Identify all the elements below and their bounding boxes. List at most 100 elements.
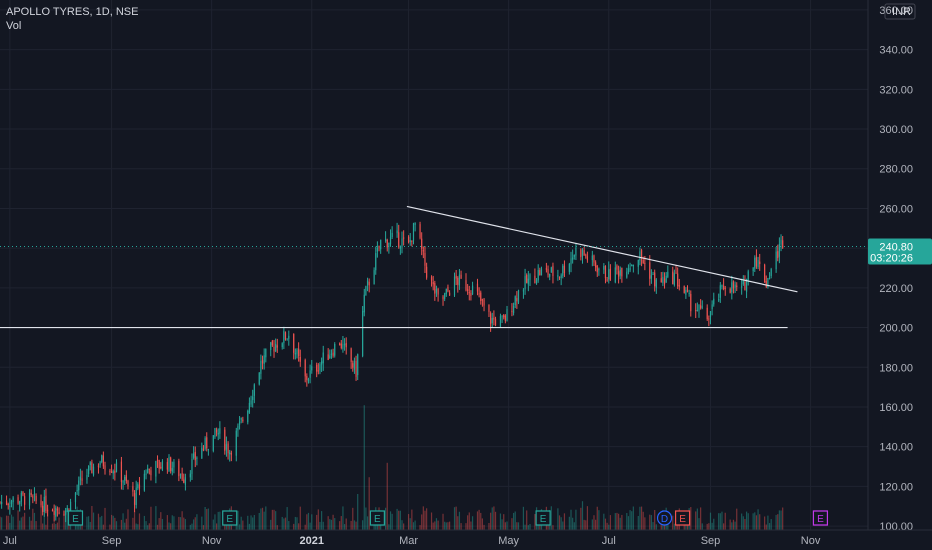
volume-bar	[207, 508, 209, 530]
candle-body	[22, 492, 24, 495]
earnings-marker[interactable]: E	[67, 510, 84, 526]
volume-bar	[442, 513, 444, 530]
last-price-value: 240.80	[879, 242, 913, 254]
volume-bar	[780, 510, 782, 530]
symbol-title[interactable]: APOLLO TYRES, 1D, NSE	[6, 6, 139, 18]
candle-body	[442, 296, 444, 300]
earnings-box	[535, 510, 551, 526]
candle-body	[373, 270, 375, 285]
candle-body	[660, 278, 662, 283]
volume-bar	[215, 523, 218, 530]
time-tick-label: Sep	[701, 535, 721, 547]
candle-body	[421, 238, 423, 249]
price-tick-label: 180.00	[879, 362, 913, 374]
volume-bar	[101, 515, 103, 530]
volume-bar	[127, 509, 129, 530]
candle-body	[514, 296, 516, 306]
candle-body	[755, 257, 758, 267]
volume-bar	[603, 513, 605, 530]
volume-bar	[488, 522, 490, 530]
candle-body	[631, 264, 633, 267]
candle-body	[764, 264, 766, 283]
volume-bar	[655, 524, 657, 530]
volume-bar	[171, 515, 173, 530]
volume-bar	[212, 519, 214, 530]
candle-body	[734, 284, 736, 288]
volume-bar	[398, 510, 400, 530]
candle-body	[366, 280, 369, 285]
candle-body	[206, 437, 208, 449]
candle-body	[357, 354, 359, 376]
volume-bar	[444, 521, 446, 530]
candle-body	[294, 353, 296, 355]
volume-legend[interactable]: Vol	[6, 20, 22, 32]
candle-body	[490, 313, 492, 325]
volume-bar	[125, 518, 127, 530]
volume-bar	[283, 518, 285, 530]
time-tick-label: Jul	[602, 535, 616, 547]
candle-body	[596, 265, 598, 273]
candle-body	[196, 457, 198, 460]
volume-bar	[311, 514, 313, 530]
volume-bar	[45, 524, 47, 530]
candle-body	[777, 251, 779, 259]
candle-body	[191, 458, 193, 474]
volume-bar	[112, 515, 114, 530]
candle-body	[91, 462, 93, 474]
candle-body	[419, 224, 421, 238]
earnings-marker[interactable]: E	[812, 510, 829, 526]
candle-body	[655, 279, 657, 288]
earnings-marker[interactable]: E	[222, 510, 238, 526]
candle-body	[675, 272, 677, 274]
volume-bar	[736, 508, 738, 530]
volume-bar	[654, 509, 656, 530]
volume-bar	[173, 516, 175, 530]
volume-bar	[514, 511, 516, 530]
volume-bar	[179, 517, 182, 530]
volume-bar	[524, 524, 526, 530]
volume-bar	[672, 515, 674, 530]
candle-body	[767, 278, 769, 288]
trendlines[interactable]	[0, 205, 798, 329]
price-tick-label: 300.00	[879, 124, 913, 136]
candle-body	[468, 292, 470, 294]
candle-body	[770, 269, 772, 276]
volume-bar	[471, 516, 474, 530]
volume-bar	[115, 521, 118, 530]
volume-bar	[284, 517, 287, 530]
volume-bar	[317, 509, 319, 530]
volume-bar	[273, 509, 275, 530]
candle-body	[614, 267, 616, 283]
earnings-marker[interactable]: E	[369, 510, 385, 526]
volume-bar	[777, 514, 779, 530]
candle-body	[603, 266, 605, 270]
candle-body	[112, 471, 114, 474]
earnings-box	[67, 510, 84, 526]
candle-body	[217, 432, 219, 435]
volume-bar	[276, 525, 278, 530]
volume-bar	[99, 517, 101, 530]
candle-body	[143, 473, 145, 491]
candle-body	[506, 309, 508, 322]
dividend-marker[interactable]: D	[656, 510, 673, 526]
volume-bar	[391, 513, 393, 530]
earnings-marker[interactable]: E	[674, 510, 691, 526]
candle-body	[700, 305, 702, 309]
candle-body	[114, 470, 116, 473]
volume-bar	[755, 515, 758, 530]
volume-bar	[32, 508, 34, 530]
currency-label[interactable]: INR	[892, 6, 911, 18]
candle-body	[219, 428, 221, 434]
time-axis[interactable]: Jul Sep Nov 2021 Mar May Jul Sep Nov	[0, 529, 932, 547]
volume-bar	[286, 507, 288, 530]
volume-bar	[24, 512, 26, 530]
volume-bar	[114, 517, 116, 530]
volume-bar	[155, 506, 157, 530]
volume-bar	[206, 509, 208, 530]
volume-bar	[598, 510, 600, 530]
earnings-marker[interactable]: E	[535, 510, 551, 526]
candle-body	[465, 280, 467, 291]
candle-body	[435, 288, 438, 293]
